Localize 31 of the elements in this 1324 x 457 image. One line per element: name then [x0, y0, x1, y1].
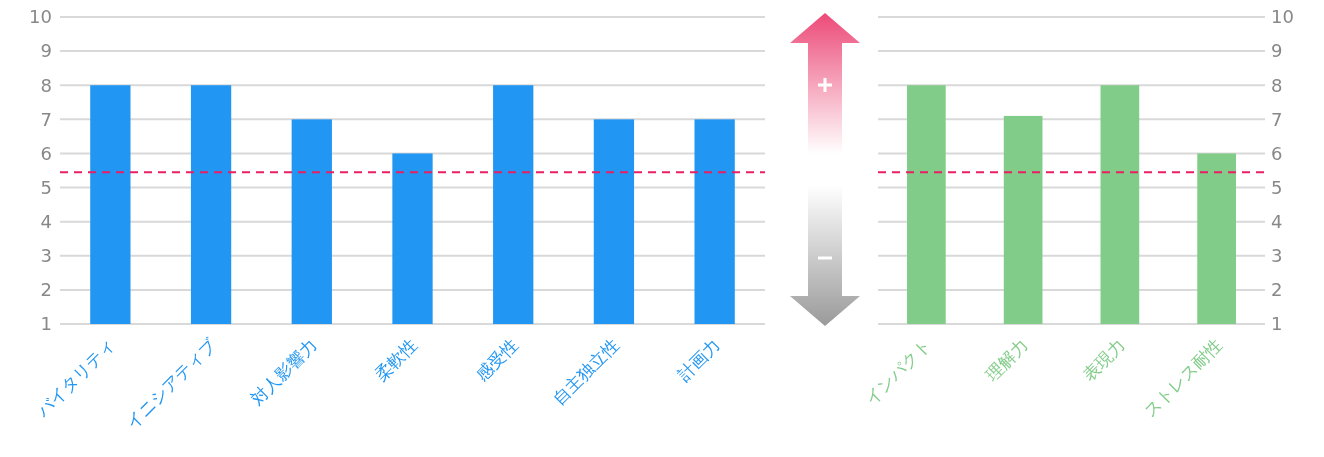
y2-tick-label: 5 [1271, 176, 1283, 198]
y2-tick-label: 1 [1271, 313, 1283, 335]
x-tick-label: ストレス耐性 [1139, 334, 1226, 421]
x-tick-label: 表現力 [1078, 334, 1129, 385]
x-tick-label: 理解力 [981, 334, 1032, 385]
y-tick-label: 2 [40, 279, 52, 301]
x-tick-label: 計画力 [673, 334, 724, 385]
y-tick-label: 4 [40, 210, 52, 232]
y2-tick-label: 9 [1271, 40, 1283, 62]
x-tick-label: 対人影響力 [246, 334, 321, 409]
y2-tick-label: 2 [1271, 279, 1283, 301]
x-tick-label: 感受性 [471, 334, 523, 385]
y-tick-label: 9 [40, 40, 52, 62]
y2-tick-label: 6 [1271, 142, 1283, 164]
y2-tick-label: 4 [1271, 210, 1283, 232]
y-tick-label: 7 [40, 108, 52, 130]
y2-tick-label: 3 [1271, 245, 1283, 267]
y2-tick-label: 7 [1271, 108, 1283, 130]
y2-tick-label: 10 [1271, 6, 1294, 28]
y-tick-label: 10 [29, 6, 52, 28]
x-tick-label: インパクト [860, 334, 936, 409]
y-tick-label: 5 [40, 176, 52, 198]
x-tick-label: 柔軟性 [371, 334, 422, 385]
x-tick-label: バイタリティ [32, 334, 120, 422]
x-tick-label: イニシアティブ [121, 333, 221, 433]
y-tick-label: 3 [40, 245, 52, 267]
y-tick-label: 8 [40, 74, 52, 96]
y2-tick-label: 8 [1271, 74, 1283, 96]
y-tick-label: 1 [40, 313, 52, 335]
y-tick-label: 6 [40, 142, 52, 164]
x-tick-label: 自主独立性 [548, 334, 623, 409]
